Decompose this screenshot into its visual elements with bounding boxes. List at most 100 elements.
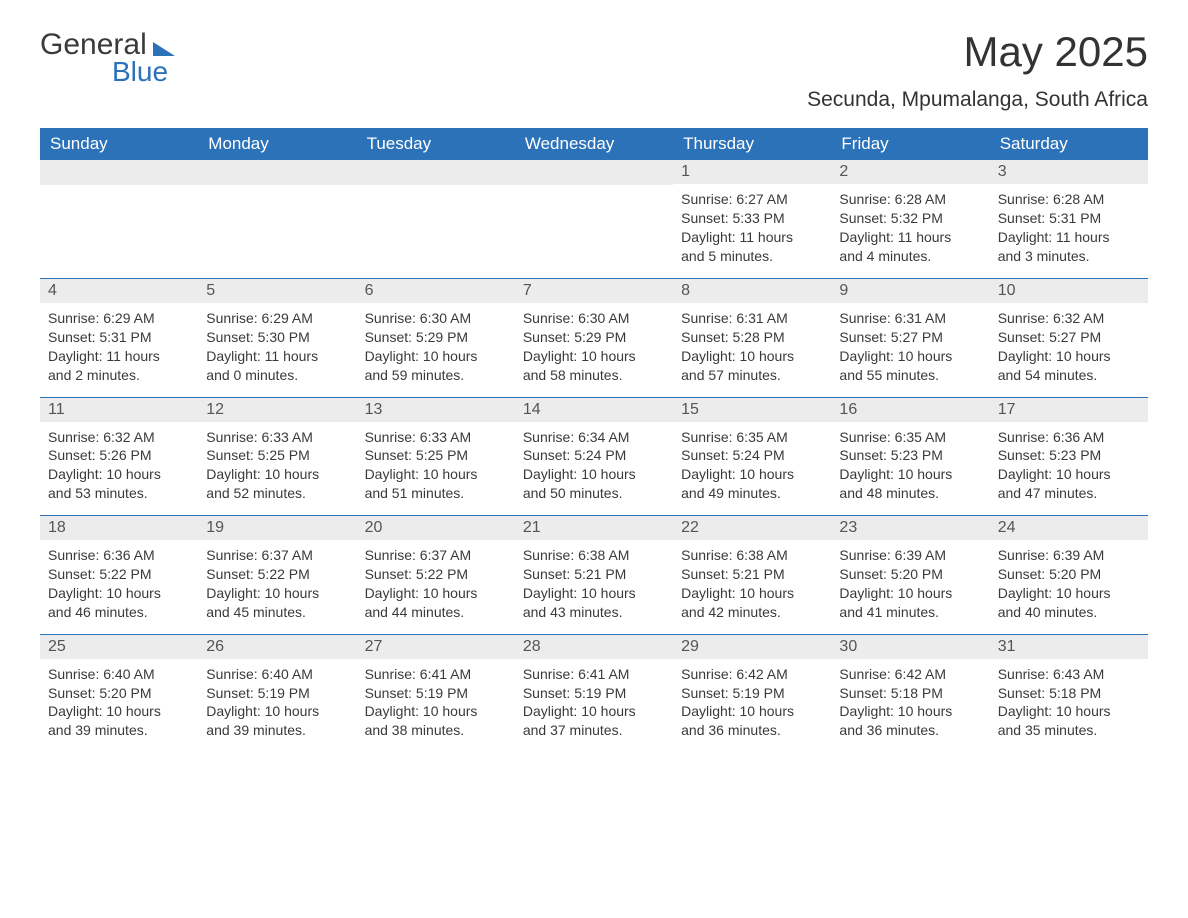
- day-sunrise: Sunrise: 6:32 AM: [48, 428, 190, 447]
- day-number: [40, 160, 198, 185]
- day-sunset: Sunset: 5:31 PM: [48, 328, 190, 347]
- day-daylight2: and 37 minutes.: [523, 721, 665, 740]
- day-number: 10: [990, 279, 1148, 303]
- day-daylight2: and 2 minutes.: [48, 366, 190, 385]
- calendar-cell: 26Sunrise: 6:40 AMSunset: 5:19 PMDayligh…: [198, 634, 356, 753]
- day-sunrise: Sunrise: 6:29 AM: [48, 309, 190, 328]
- calendar-cell-blank: [515, 160, 673, 278]
- day-number: 1: [673, 160, 831, 184]
- day-daylight2: and 42 minutes.: [681, 603, 823, 622]
- day-daylight1: Daylight: 11 hours: [206, 347, 348, 366]
- day-daylight2: and 58 minutes.: [523, 366, 665, 385]
- day-sunset: Sunset: 5:27 PM: [998, 328, 1140, 347]
- day-daylight1: Daylight: 10 hours: [48, 702, 190, 721]
- day-number: 5: [198, 279, 356, 303]
- day-sunset: Sunset: 5:33 PM: [681, 209, 823, 228]
- day-sunset: Sunset: 5:29 PM: [365, 328, 507, 347]
- day-number: 11: [40, 398, 198, 422]
- day-daylight1: Daylight: 11 hours: [998, 228, 1140, 247]
- day-sunset: Sunset: 5:19 PM: [681, 684, 823, 703]
- day-sunset: Sunset: 5:19 PM: [365, 684, 507, 703]
- day-number: 31: [990, 635, 1148, 659]
- day-daylight2: and 51 minutes.: [365, 484, 507, 503]
- day-daylight1: Daylight: 10 hours: [48, 584, 190, 603]
- day-daylight2: and 59 minutes.: [365, 366, 507, 385]
- calendar-cell: 11Sunrise: 6:32 AMSunset: 5:26 PMDayligh…: [40, 397, 198, 516]
- day-details: Sunrise: 6:38 AMSunset: 5:21 PMDaylight:…: [515, 540, 673, 634]
- day-sunrise: Sunrise: 6:28 AM: [839, 190, 981, 209]
- day-sunrise: Sunrise: 6:33 AM: [365, 428, 507, 447]
- calendar-cell: 3Sunrise: 6:28 AMSunset: 5:31 PMDaylight…: [990, 160, 1148, 278]
- day-details: Sunrise: 6:43 AMSunset: 5:18 PMDaylight:…: [990, 659, 1148, 753]
- day-sunrise: Sunrise: 6:31 AM: [839, 309, 981, 328]
- day-daylight1: Daylight: 10 hours: [523, 465, 665, 484]
- day-number: 21: [515, 516, 673, 540]
- day-sunrise: Sunrise: 6:39 AM: [839, 546, 981, 565]
- day-sunset: Sunset: 5:30 PM: [206, 328, 348, 347]
- day-number: 26: [198, 635, 356, 659]
- calendar-cell: 20Sunrise: 6:37 AMSunset: 5:22 PMDayligh…: [357, 515, 515, 634]
- day-daylight2: and 55 minutes.: [839, 366, 981, 385]
- day-sunset: Sunset: 5:23 PM: [998, 446, 1140, 465]
- logo: General Blue: [40, 28, 175, 88]
- day-daylight1: Daylight: 10 hours: [365, 584, 507, 603]
- day-details: Sunrise: 6:31 AMSunset: 5:27 PMDaylight:…: [831, 303, 989, 397]
- day-number: 23: [831, 516, 989, 540]
- day-daylight2: and 43 minutes.: [523, 603, 665, 622]
- day-number: [198, 160, 356, 185]
- day-sunrise: Sunrise: 6:36 AM: [48, 546, 190, 565]
- day-sunset: Sunset: 5:32 PM: [839, 209, 981, 228]
- day-details: Sunrise: 6:42 AMSunset: 5:19 PMDaylight:…: [673, 659, 831, 753]
- calendar-cell: 7Sunrise: 6:30 AMSunset: 5:29 PMDaylight…: [515, 278, 673, 397]
- calendar-cell: 19Sunrise: 6:37 AMSunset: 5:22 PMDayligh…: [198, 515, 356, 634]
- day-sunrise: Sunrise: 6:42 AM: [839, 665, 981, 684]
- day-daylight1: Daylight: 10 hours: [681, 584, 823, 603]
- day-details: Sunrise: 6:31 AMSunset: 5:28 PMDaylight:…: [673, 303, 831, 397]
- day-daylight2: and 50 minutes.: [523, 484, 665, 503]
- day-daylight2: and 4 minutes.: [839, 247, 981, 266]
- day-daylight1: Daylight: 10 hours: [365, 347, 507, 366]
- day-sunrise: Sunrise: 6:31 AM: [681, 309, 823, 328]
- day-details: Sunrise: 6:41 AMSunset: 5:19 PMDaylight:…: [515, 659, 673, 753]
- day-details: Sunrise: 6:30 AMSunset: 5:29 PMDaylight:…: [357, 303, 515, 397]
- day-sunrise: Sunrise: 6:32 AM: [998, 309, 1140, 328]
- day-sunset: Sunset: 5:28 PM: [681, 328, 823, 347]
- day-daylight1: Daylight: 10 hours: [839, 465, 981, 484]
- day-sunrise: Sunrise: 6:36 AM: [998, 428, 1140, 447]
- day-daylight2: and 47 minutes.: [998, 484, 1140, 503]
- header: General Blue May 2025 Secunda, Mpumalang…: [40, 28, 1148, 112]
- day-number: 16: [831, 398, 989, 422]
- day-sunset: Sunset: 5:21 PM: [681, 565, 823, 584]
- day-sunset: Sunset: 5:19 PM: [206, 684, 348, 703]
- day-daylight1: Daylight: 11 hours: [839, 228, 981, 247]
- day-details: Sunrise: 6:35 AMSunset: 5:23 PMDaylight:…: [831, 422, 989, 516]
- day-daylight1: Daylight: 10 hours: [839, 584, 981, 603]
- day-number: 7: [515, 279, 673, 303]
- day-details: Sunrise: 6:42 AMSunset: 5:18 PMDaylight:…: [831, 659, 989, 753]
- day-daylight2: and 53 minutes.: [48, 484, 190, 503]
- day-of-week-header: Tuesday: [357, 128, 515, 160]
- day-daylight2: and 39 minutes.: [48, 721, 190, 740]
- day-sunrise: Sunrise: 6:39 AM: [998, 546, 1140, 565]
- day-sunrise: Sunrise: 6:37 AM: [206, 546, 348, 565]
- day-details: Sunrise: 6:36 AMSunset: 5:22 PMDaylight:…: [40, 540, 198, 634]
- day-daylight1: Daylight: 10 hours: [998, 702, 1140, 721]
- calendar-cell-blank: [198, 160, 356, 278]
- day-daylight1: Daylight: 10 hours: [523, 584, 665, 603]
- day-number: 27: [357, 635, 515, 659]
- day-details: Sunrise: 6:35 AMSunset: 5:24 PMDaylight:…: [673, 422, 831, 516]
- day-sunset: Sunset: 5:18 PM: [998, 684, 1140, 703]
- calendar-cell: 23Sunrise: 6:39 AMSunset: 5:20 PMDayligh…: [831, 515, 989, 634]
- day-sunset: Sunset: 5:21 PM: [523, 565, 665, 584]
- day-details: Sunrise: 6:28 AMSunset: 5:32 PMDaylight:…: [831, 184, 989, 278]
- day-sunset: Sunset: 5:22 PM: [365, 565, 507, 584]
- day-daylight2: and 35 minutes.: [998, 721, 1140, 740]
- day-daylight1: Daylight: 10 hours: [365, 702, 507, 721]
- logo-word-blue: Blue: [112, 56, 168, 88]
- day-daylight1: Daylight: 10 hours: [365, 465, 507, 484]
- calendar-cell-blank: [357, 160, 515, 278]
- day-number: [515, 160, 673, 185]
- day-number: 13: [357, 398, 515, 422]
- day-number: 3: [990, 160, 1148, 184]
- day-sunset: Sunset: 5:25 PM: [365, 446, 507, 465]
